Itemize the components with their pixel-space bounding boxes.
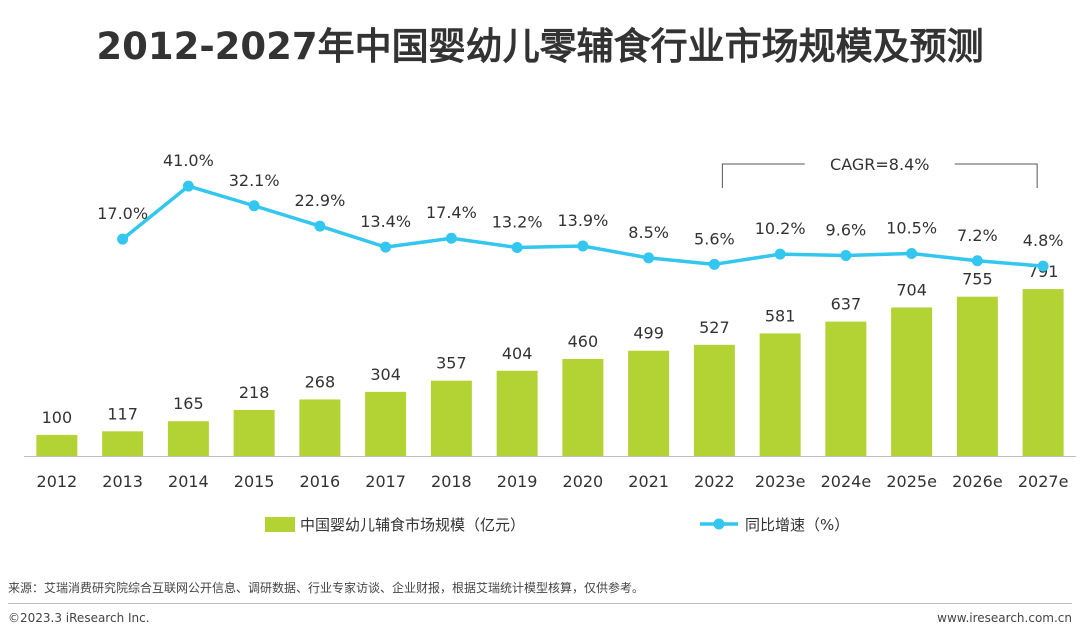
legend-line-label: 同比增速（%） [745, 516, 849, 534]
bar [430, 380, 472, 456]
growth-point [182, 180, 194, 192]
bar-value-label: 499 [633, 324, 664, 343]
bar [102, 431, 144, 456]
cagr-label: CAGR=8.4% [830, 155, 929, 174]
bar [233, 410, 275, 456]
x-tick-label: 2024e [821, 472, 872, 491]
x-tick-label: 2015 [234, 472, 275, 491]
bar [365, 391, 407, 456]
cagr-bracket-right [954, 163, 1038, 188]
x-tick-label: 2014 [168, 472, 209, 491]
footer-divider [8, 603, 1072, 604]
growth-value-label: 32.1% [229, 171, 280, 190]
bar-value-label: 117 [107, 404, 138, 423]
growth-value-label: 41.0% [163, 151, 214, 170]
bar [562, 358, 604, 456]
bar [759, 333, 801, 456]
growth-point [906, 247, 918, 259]
bar-value-label: 637 [831, 295, 862, 314]
bar-value-label: 268 [305, 372, 336, 391]
growth-value-label: 13.9% [557, 211, 608, 230]
chart-title: 2012-2027年中国婴幼儿零辅食行业市场规模及预测 [96, 25, 984, 68]
bar [825, 321, 867, 456]
legend-bar-label: 中国婴幼儿辅食市场规模（亿元） [300, 516, 525, 534]
bar-value-label: 404 [502, 344, 533, 363]
growth-value-label: 8.5% [628, 223, 669, 242]
growth-value-label: 17.0% [97, 204, 148, 223]
growth-point [577, 240, 589, 252]
legend-line-marker [713, 518, 725, 530]
x-tick-label: 2026e [952, 472, 1003, 491]
bar [891, 307, 933, 456]
bar-value-label: 704 [896, 280, 927, 299]
growth-value-label: 17.4% [426, 203, 477, 222]
x-tick-label: 2016 [300, 472, 341, 491]
growth-value-label: 9.6% [826, 220, 867, 239]
growth-value-label: 4.8% [1023, 231, 1064, 250]
growth-point [774, 248, 786, 260]
website: www.iresearch.com.cn [937, 611, 1072, 625]
bar-value-label: 218 [239, 383, 270, 402]
growth-point [840, 249, 852, 261]
x-tick-label: 2025e [886, 472, 937, 491]
bar [693, 344, 735, 456]
growth-point [314, 220, 326, 232]
bar-value-label: 755 [962, 270, 993, 289]
combo-chart: 100 117 165 218 268 304 357 404 460 499 527 581 637 7… [24, 151, 1076, 534]
bar [36, 434, 78, 456]
x-tick-label: 2022 [694, 472, 735, 491]
bar [299, 399, 341, 456]
growth-point [248, 200, 260, 212]
legend-bar-swatch [265, 517, 295, 532]
growth-value-label: 10.2% [755, 219, 806, 238]
growth-point [971, 255, 983, 267]
growth-point [511, 242, 523, 254]
x-tick-label: 2019 [497, 472, 538, 491]
bar-value-label: 357 [436, 354, 467, 373]
bar-value-label: 304 [370, 365, 401, 384]
x-tick-label: 2018 [431, 472, 472, 491]
growth-point [445, 232, 457, 244]
x-tick-label: 2017 [365, 472, 406, 491]
growth-value-label: 13.4% [360, 212, 411, 231]
growth-value-label: 7.2% [957, 226, 998, 245]
x-tick-label: 2027e [1018, 472, 1069, 491]
bar-value-label: 165 [173, 394, 204, 413]
source-note: 来源：艾瑞消费研究院综合互联网公开信息、调研数据、行业专家访谈、企业财报，根据艾… [8, 581, 645, 595]
bar [1022, 289, 1064, 456]
copyright: ©2023.3 iResearch Inc. [8, 611, 150, 625]
x-tick-label: 2023e [755, 472, 806, 491]
bar-value-label: 581 [765, 306, 796, 325]
growth-value-label: 22.9% [294, 191, 345, 210]
growth-point [1037, 260, 1049, 272]
bar [628, 350, 670, 456]
bar [167, 421, 209, 456]
bar-value-label: 460 [568, 332, 599, 351]
bar [496, 370, 538, 456]
cagr-bracket-left [721, 163, 805, 188]
bar [956, 296, 998, 456]
x-tick-label: 2012 [37, 472, 78, 491]
x-tick-label: 2020 [563, 472, 604, 491]
growth-value-label: 13.2% [492, 213, 543, 232]
x-tick-label: 2021 [628, 472, 669, 491]
growth-point [380, 241, 392, 253]
bar-value-label: 527 [699, 318, 730, 337]
growth-point [708, 258, 720, 270]
bar-value-label: 100 [42, 408, 73, 427]
growth-point [643, 252, 655, 264]
x-tick-label: 2013 [102, 472, 143, 491]
growth-value-label: 10.5% [886, 218, 937, 237]
growth-value-label: 5.6% [694, 229, 735, 248]
growth-point [117, 233, 129, 245]
